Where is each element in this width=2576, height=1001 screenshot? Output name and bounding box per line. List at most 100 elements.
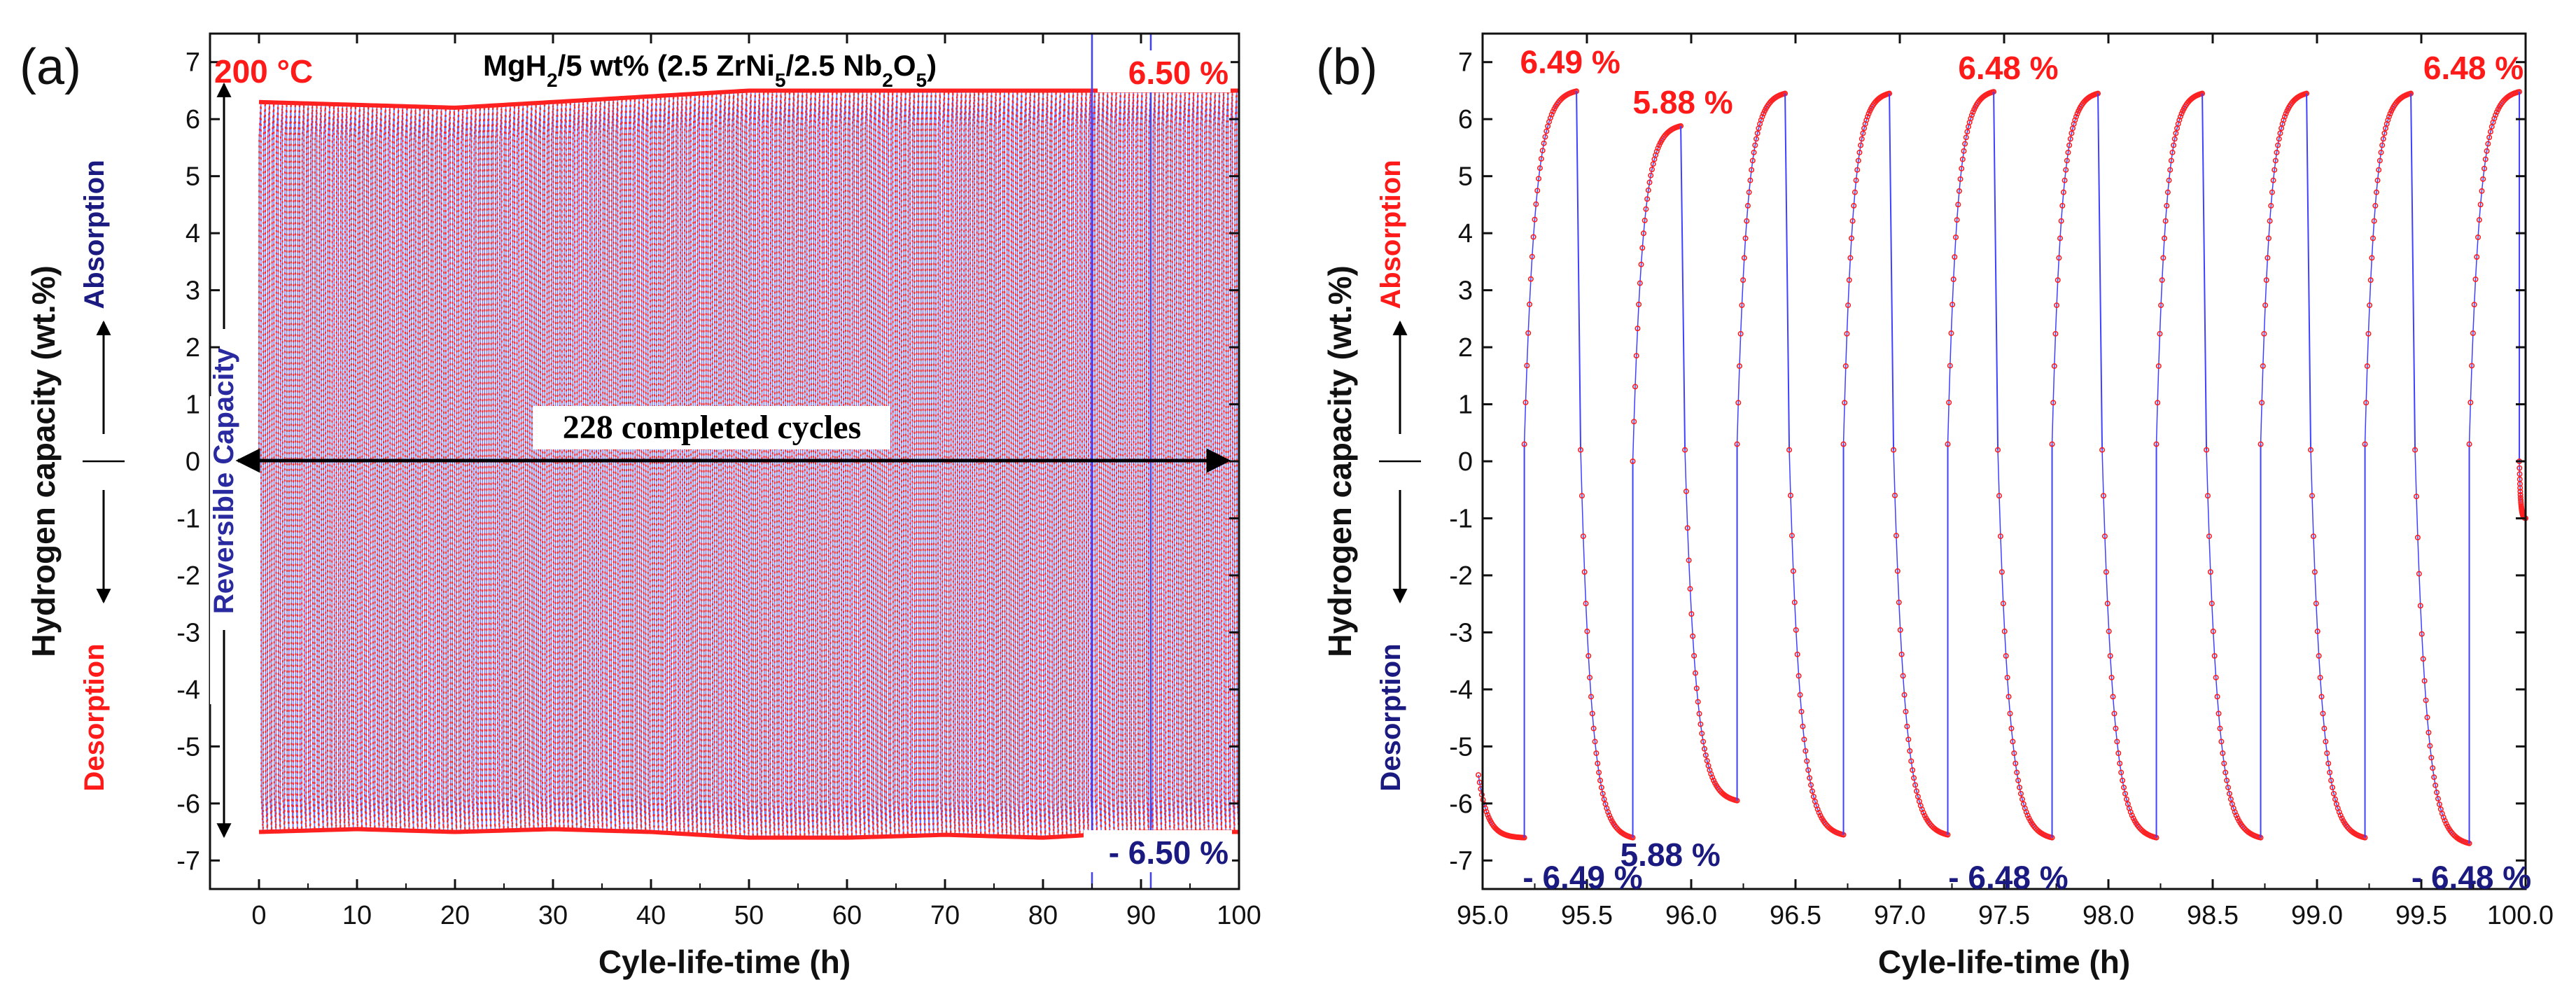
panel-b-data-point [1746, 189, 1752, 195]
y-tick-label: -2 [1449, 561, 1473, 591]
panel-b-data-point [1798, 708, 1805, 715]
panel-b-data-point [2367, 302, 2373, 309]
panel-b-connector-line [2410, 93, 2416, 450]
panel-b-data-point [2320, 710, 2326, 717]
panel-b-data-point [2274, 149, 2280, 155]
y-tick-label: 1 [1458, 391, 1473, 420]
panel-b-data-point [1711, 777, 1717, 783]
panel-b-data-point [2120, 777, 2126, 783]
panel-b-data-point [1790, 568, 1796, 574]
panel-b-data-point [1842, 363, 1849, 369]
y-tick-label: -4 [1449, 676, 1473, 705]
panel-a-ticks: 0 10 20 30 40 50 60 70 80 90 100 -7 -6 -5 -4 -3 -2 -1 0 1 2 3… [176, 34, 1261, 930]
panel-b-data-point [1581, 569, 1588, 575]
panel-b-data-point [2155, 363, 2162, 369]
panel-b-data-point [2262, 302, 2269, 309]
panel-b-data-point [2316, 652, 2322, 659]
y-tick-label: -7 [176, 846, 200, 876]
panel-b-data-point [2470, 330, 2476, 337]
x-tick-label: 80 [1028, 901, 1058, 930]
panel-b-series-line [2206, 449, 2261, 839]
panel-b-data-point [2476, 217, 2482, 223]
panel-b-connector-line [2306, 93, 2312, 450]
panel-b-data-point [2380, 136, 2386, 142]
panel-b-series-line [1736, 92, 1786, 444]
panel-b-data-point [2065, 149, 2071, 155]
panel-b-data-point [1737, 330, 1744, 337]
panel-b-data-point [2052, 330, 2059, 337]
panel-b-series-line [1684, 449, 1737, 802]
panel-b-data-point [1953, 234, 1959, 240]
panel-b-data-point [2264, 255, 2271, 261]
panel-b-data-point [1584, 628, 1590, 634]
panel-b-data-point [1749, 158, 1756, 164]
y-tick-label: 7 [1458, 48, 1473, 78]
panel-b-data-point [1787, 492, 1793, 498]
panel-b-data-point [2362, 441, 2368, 447]
panel-b-data-point [2049, 441, 2055, 447]
panel-b-data-point [2308, 447, 2314, 453]
reversible-capacity-label-group: Reversible Capacity [209, 347, 239, 614]
panel-b-data-point [1634, 326, 1641, 332]
panel-b-data-point [1805, 767, 1812, 774]
panel-b-data-point [2160, 255, 2166, 261]
panel-b-data-point [2387, 111, 2393, 117]
panel-b-data-point [1949, 302, 1956, 308]
panel-b-data-point [1855, 158, 1861, 164]
panel-b-data-point [1910, 767, 1916, 774]
panel-b-data-point [2466, 441, 2472, 447]
panel-b-data-point [2224, 777, 2230, 783]
panel-b-data-point [1760, 111, 1767, 117]
panel-b-value-label: 5.88 % [1632, 84, 1732, 120]
panel-b-data-point [2173, 130, 2179, 136]
panel-b-data-point [1801, 736, 1807, 743]
panel-b-data-point [1891, 492, 1898, 498]
panel-b-data-point [1952, 254, 1958, 260]
panel-b-series-line [2051, 92, 2099, 444]
panel-b-data-point [2056, 255, 2062, 261]
panel-b-data-point [1687, 586, 1693, 592]
panel-b-data-point [2281, 113, 2288, 120]
panel-b-data-point [1643, 206, 1649, 212]
panel-b-data-point [2431, 774, 2437, 780]
panel-b-series-line [1788, 449, 1844, 836]
x-tick-label: 96.5 [1770, 901, 1821, 930]
panel-b-data-point [2386, 113, 2392, 120]
panel-b-data-point [2225, 784, 2232, 790]
panel-a-desorption-label: Desorption [79, 643, 110, 791]
panel-b-data-point [2491, 115, 2498, 122]
panel-b-data-point [1912, 782, 1919, 788]
panel-b-data-point [2378, 149, 2384, 155]
panel-a-label: (a) [20, 39, 81, 95]
panel-b-data-point [2015, 777, 2022, 783]
panel-b-data-point [2115, 750, 2122, 756]
panel-b-data-point [1476, 772, 1482, 778]
panel-b-data-point [1542, 134, 1548, 140]
panel-b-data-point [1578, 493, 1585, 499]
panel-b-data-point [1648, 166, 1655, 172]
panel-b-data-point [2283, 111, 2289, 117]
panel-b-data-point [2221, 760, 2227, 766]
panel-b-data-point [2374, 177, 2381, 183]
panel-b-data-point [2206, 533, 2212, 540]
max-capacity-label-bg [1098, 50, 1231, 92]
panel-b-data-point [2178, 111, 2185, 117]
panel-b-data-point [2166, 177, 2172, 183]
panel-b-data-point [2001, 628, 2008, 634]
panel-b-data-point [1598, 784, 1604, 790]
panel-b-data-point [2337, 812, 2344, 818]
panel-b-data-point [2121, 784, 2127, 790]
panel-b-connector-line [2097, 93, 2104, 450]
panel-b-data-point [1533, 201, 1539, 207]
panel-b-data-point [2385, 117, 2391, 123]
panel-b-data-point [1547, 115, 1553, 121]
panel-b-data-point [1708, 771, 1714, 777]
panel-b-data-point [2493, 109, 2500, 115]
panel-b-data-point [2272, 167, 2278, 173]
panel-b-data-point [2373, 189, 2379, 195]
panel-b-data-point [2213, 674, 2219, 680]
panel-b-data-point [2232, 809, 2238, 816]
panel-b-data-point [2100, 493, 2106, 499]
panel-b-data-point [1919, 806, 1925, 813]
panel-b-data-point [1947, 363, 1953, 369]
